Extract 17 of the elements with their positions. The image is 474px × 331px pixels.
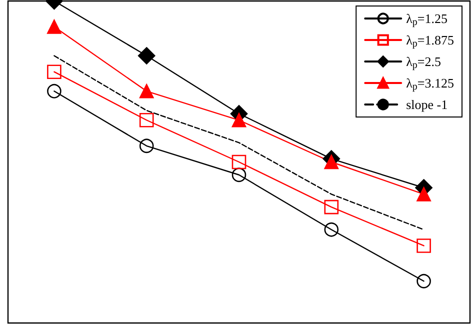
point bbox=[139, 112, 154, 128]
point bbox=[324, 154, 339, 170]
point bbox=[324, 200, 339, 214]
point bbox=[138, 47, 156, 64]
point bbox=[232, 112, 246, 128]
point bbox=[232, 154, 246, 170]
point bbox=[416, 187, 431, 202]
point bbox=[139, 138, 154, 154]
point bbox=[416, 238, 431, 253]
point bbox=[139, 84, 154, 98]
point bbox=[232, 168, 246, 182]
point bbox=[47, 20, 62, 34]
point bbox=[47, 64, 62, 79]
point bbox=[324, 222, 339, 237]
point bbox=[416, 274, 431, 288]
point bbox=[47, 84, 62, 98]
legend-label: slope -1 bbox=[406, 97, 448, 112]
